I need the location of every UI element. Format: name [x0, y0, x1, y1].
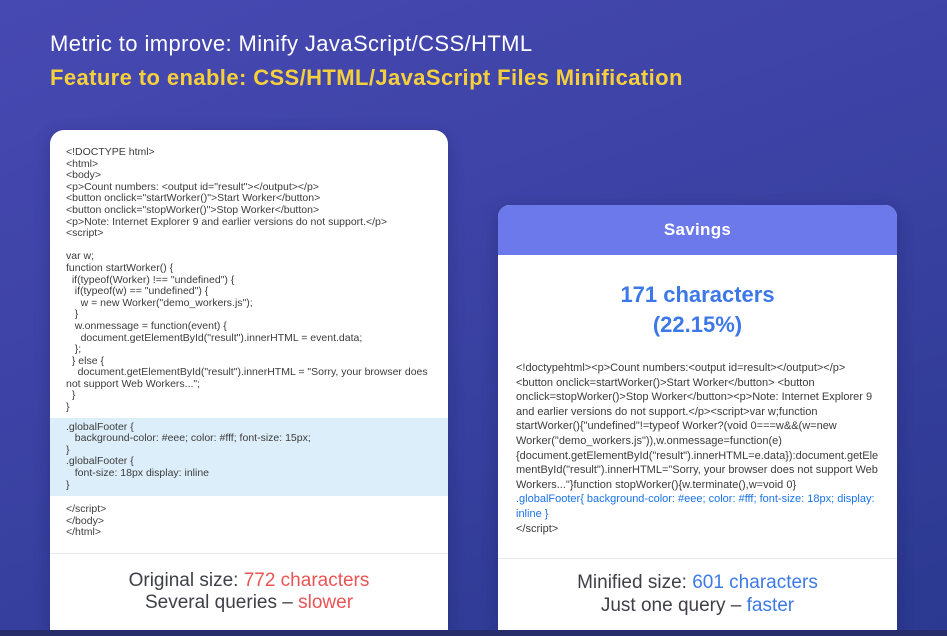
minified-code-block: <!doctypehtml><p>Count numbers:<output i…	[498, 361, 897, 536]
savings-card-header: Savings	[498, 205, 897, 255]
original-code-card: <!DOCTYPE html> <html> <body> <p>Count n…	[50, 130, 448, 630]
minified-size-label: Minified size:	[577, 572, 693, 593]
savings-card-footer: Minified size: 601 characters Just one q…	[498, 558, 897, 630]
original-query-line: Several queries – slower	[145, 592, 353, 615]
minified-code-text: <!doctypehtml><p>Count numbers:<output i…	[516, 362, 881, 491]
minified-code-closing: </script>	[516, 522, 559, 535]
original-code-closing: </script> </body> </html>	[66, 503, 107, 539]
minified-query-value: faster	[746, 594, 795, 616]
minified-size-value: 601 characters	[692, 572, 818, 593]
original-size-line: Original size: 772 characters	[129, 570, 370, 593]
original-card-footer: Original size: 772 characters Several qu…	[50, 553, 448, 630]
bottom-section-strip	[0, 630, 947, 636]
original-code-block: <!DOCTYPE html> <html> <body> <p>Count n…	[66, 146, 428, 414]
original-query-value: slower	[298, 592, 354, 613]
minified-css-highlight-text: .globalFooter{ background-color: #eee; c…	[516, 493, 878, 520]
savings-percent-value: (22.15%)	[652, 312, 743, 337]
feature-title: Feature to enable: CSS/HTML/JavaScript F…	[50, 65, 683, 90]
minified-query-line: Just one query – faster	[601, 595, 794, 618]
original-size-label: Original size:	[128, 569, 244, 591]
minified-query-label: Just one query –	[600, 594, 747, 616]
original-css-highlight-block: .globalFooter { background-color: #eee; …	[50, 417, 448, 497]
original-query-label: Several queries –	[144, 592, 299, 613]
savings-card: Savings 171 characters (22.15%) <!doctyp…	[498, 205, 897, 630]
savings-characters-value: 171 characters	[620, 282, 775, 307]
original-size-value: 772 characters	[243, 569, 370, 591]
metric-title: Metric to improve: Minify JavaScript/CSS…	[50, 31, 533, 56]
minified-size-line: Minified size: 601 characters	[577, 572, 818, 595]
savings-amount: 171 characters (22.15%)	[498, 255, 897, 340]
